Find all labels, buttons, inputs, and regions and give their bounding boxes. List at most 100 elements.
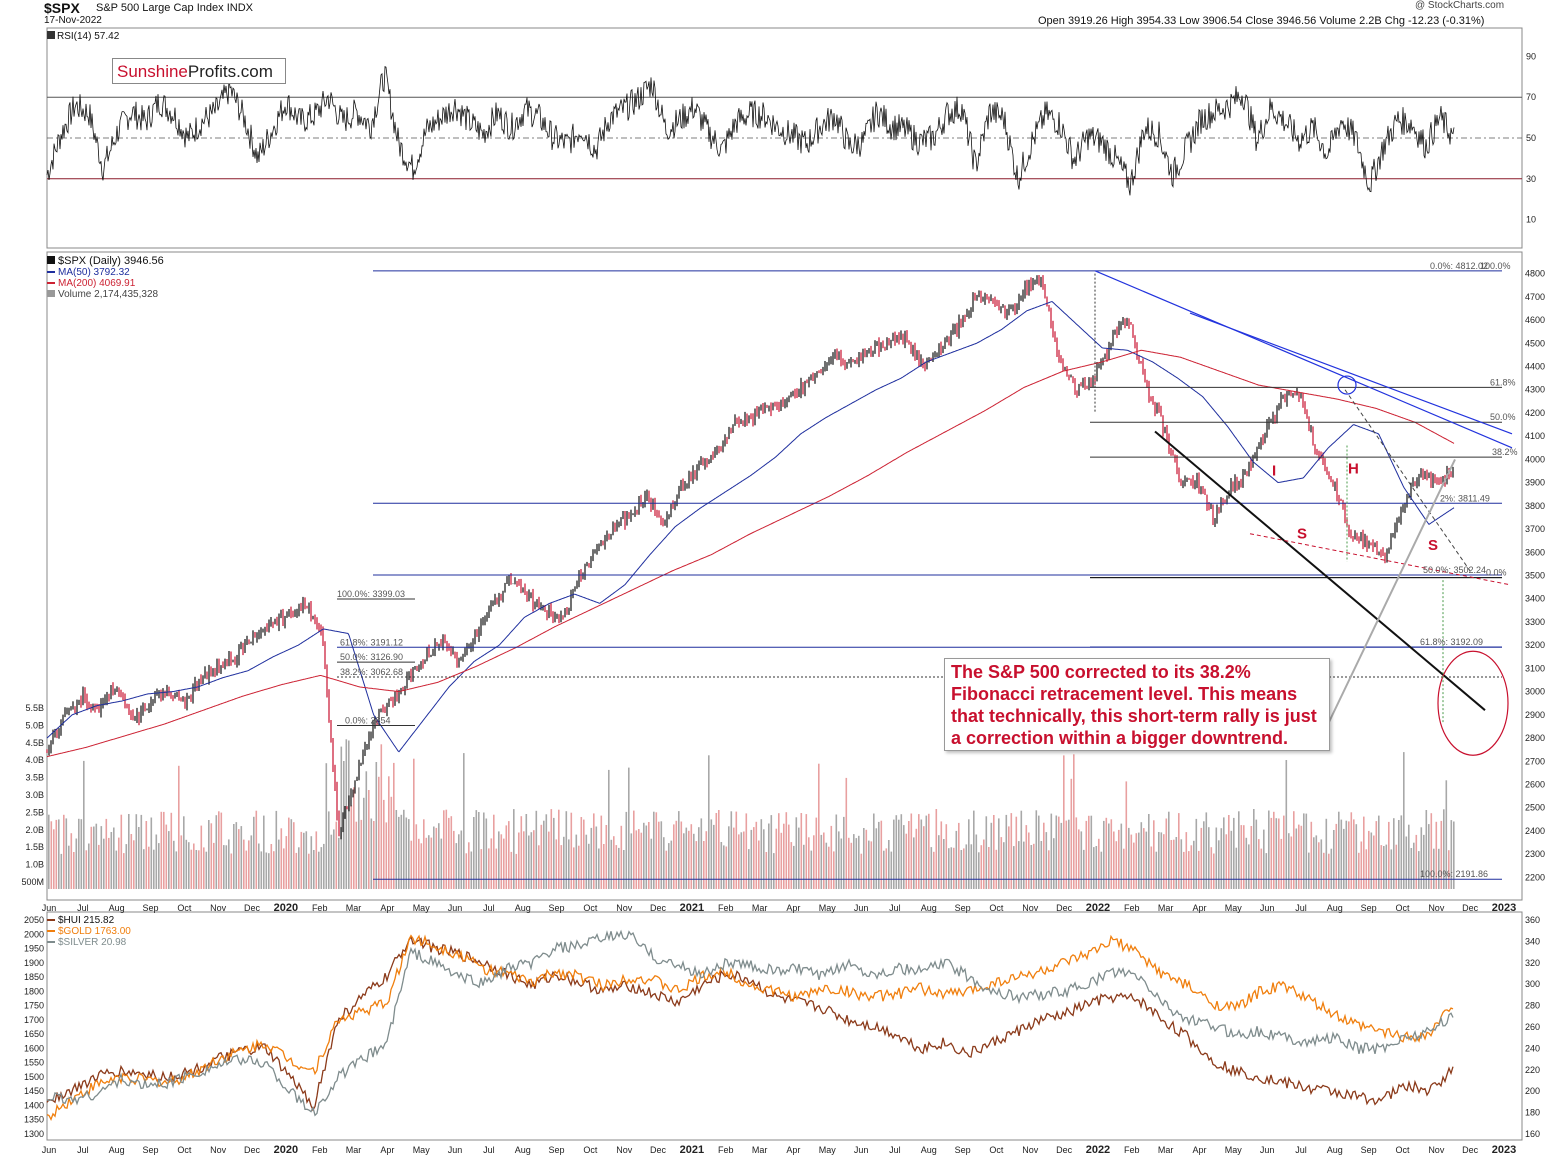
chart-date: 17-Nov-2022	[44, 15, 102, 26]
x-tick-Oct-16: Oct	[583, 903, 598, 913]
volume-bar	[495, 848, 498, 889]
volume-bar	[558, 809, 560, 889]
volume-bar	[1325, 818, 1328, 889]
volume-bar	[770, 815, 773, 889]
volume-bar	[1395, 844, 1398, 889]
volume-bar	[178, 765, 180, 889]
volume-bar	[140, 814, 143, 889]
volume-bar	[165, 824, 168, 889]
downtrend-line-blue-2	[1189, 312, 1513, 435]
volume-bar	[1025, 825, 1028, 889]
volume-bar	[493, 814, 495, 889]
fib-label: 38.2%	[1492, 447, 1518, 457]
volume-bar	[595, 826, 598, 889]
volume-bar	[1195, 818, 1198, 889]
volume-bar	[200, 825, 203, 889]
volume-bar	[668, 843, 670, 889]
fib-label: 0.0%	[1486, 568, 1507, 578]
volume-bar	[1235, 847, 1238, 889]
volume-bar	[1225, 834, 1228, 889]
volume-bar	[153, 849, 155, 889]
volume-bar	[1330, 848, 1333, 889]
volume-bar	[1028, 832, 1030, 889]
x-tick-Aug-26: Aug	[921, 903, 937, 913]
volume-bar	[635, 830, 638, 889]
volume-bar	[828, 846, 830, 889]
volume-bar	[1018, 841, 1020, 889]
price-legend: $SPX (Daily) 3946.56 MA(50) 3792.32 MA(2…	[47, 256, 164, 300]
volume-bar	[1295, 828, 1298, 889]
volume-bar	[303, 832, 305, 889]
volume-bar	[768, 823, 770, 889]
volume-bar	[345, 739, 348, 889]
legend-ma200-text: MA(200) 4069.91	[58, 278, 136, 289]
volume-bar	[475, 810, 478, 889]
metals-left-tick-1600: 1600	[24, 1043, 44, 1053]
volume-bar	[750, 829, 753, 889]
volume-bar	[340, 746, 343, 889]
metals-plot	[46, 929, 1454, 1122]
volume-bar	[783, 823, 785, 889]
volume-bar	[808, 837, 810, 889]
volume-bar	[185, 839, 188, 889]
volume-bar	[500, 834, 503, 889]
volume-bar	[870, 841, 873, 889]
volume-bar	[1245, 837, 1248, 889]
volume-bar	[1073, 754, 1075, 889]
volume-bar	[1383, 846, 1385, 889]
volume-bar	[1143, 828, 1145, 889]
x-tick-Oct-4: Oct	[177, 903, 192, 913]
volume-bar	[1423, 834, 1425, 889]
volume-bar	[790, 842, 793, 889]
volume-bar	[968, 819, 970, 889]
volume-bar	[560, 845, 563, 889]
volume-bar	[260, 851, 263, 889]
volume-bar	[990, 822, 993, 889]
rsi-legend: RSI(14) 57.42	[47, 31, 119, 42]
volume-bar	[1440, 820, 1443, 889]
volume-bar	[53, 829, 55, 889]
volume-bar	[1045, 832, 1048, 889]
volume-bar	[878, 821, 880, 889]
volume-bar	[883, 850, 885, 889]
volume-bar	[388, 776, 390, 889]
volume-bar	[378, 776, 380, 889]
volume-bar	[1120, 823, 1123, 889]
volume-bar	[1205, 812, 1208, 889]
volume-bar	[1198, 850, 1200, 889]
volume-bar	[545, 814, 548, 889]
volume-bar	[918, 814, 920, 889]
metals-right-tick-360: 360	[1525, 915, 1540, 925]
volume-bar	[580, 817, 583, 889]
metals-line-0	[46, 935, 1454, 1112]
x-tick-bottom-Jul-1: Jul	[77, 1145, 89, 1155]
volume-bar	[318, 851, 320, 889]
volume-bar	[1080, 831, 1083, 889]
volume-bar	[125, 844, 128, 889]
volume-bar	[570, 812, 573, 889]
x-tick-Feb-20: Feb	[718, 903, 734, 913]
volume-bar	[193, 843, 195, 889]
index-name: S&P 500 Large Cap Index INDX	[96, 2, 253, 14]
metals-left-tick-1450: 1450	[24, 1086, 44, 1096]
volume-bar	[60, 853, 63, 889]
legend-hui: $HUI 215.82	[47, 915, 131, 926]
metals-left-tick-1900: 1900	[24, 958, 44, 968]
volume-bar	[488, 848, 490, 889]
volume-bar	[1410, 848, 1413, 889]
x-tick-Mar-21: Mar	[752, 903, 768, 913]
volume-bar	[1178, 813, 1180, 889]
price-tick-4700: 4700	[1525, 292, 1545, 302]
channel-line-black	[1154, 430, 1486, 711]
volume-bar	[813, 835, 815, 889]
volume-bar	[650, 838, 653, 889]
volume-bar	[903, 825, 905, 889]
volume-bar	[405, 817, 408, 889]
price-tick-3400: 3400	[1525, 594, 1545, 604]
volume-bar	[1050, 813, 1053, 889]
x-tick-bottom-Feb-20: Feb	[718, 1145, 734, 1155]
volume-tick-3.0B: 3.0B	[25, 790, 44, 800]
volume-bar	[578, 845, 580, 889]
x-tick-bottom-May-11: May	[413, 1145, 431, 1155]
volume-bar	[1340, 819, 1343, 889]
